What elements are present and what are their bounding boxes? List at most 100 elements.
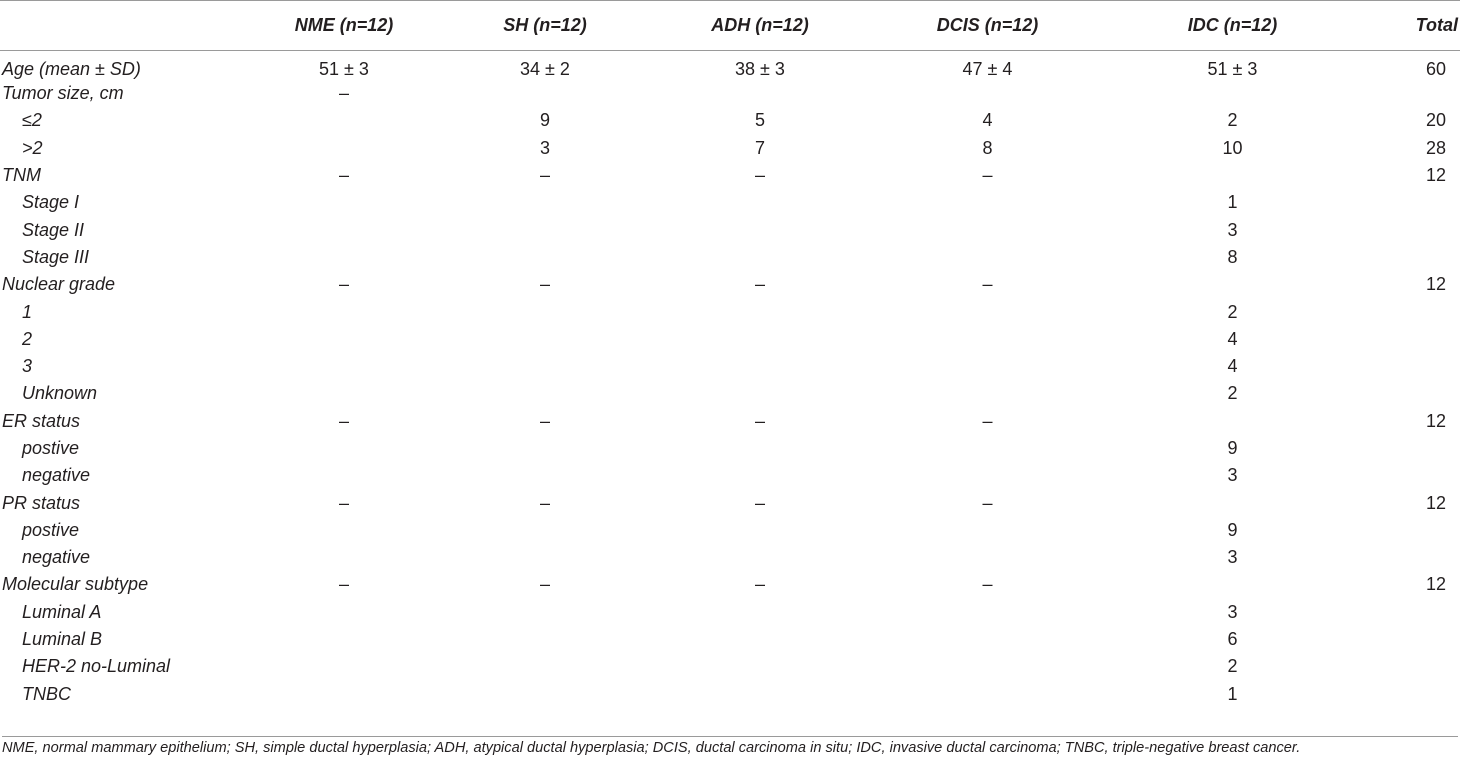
cell-adh: [660, 544, 860, 571]
table-row: Nuclear grade – – – – 12: [0, 271, 1460, 298]
row-label: TNBC: [22, 683, 71, 704]
cell-idc: 3: [1227, 547, 1238, 568]
table-row: Molecular subtype – – – – 12: [0, 571, 1460, 598]
row-label: Luminal A: [22, 601, 102, 622]
row-label: Stage III: [22, 246, 90, 267]
cell-total: 12: [1425, 492, 1446, 513]
cell-total: [1350, 326, 1460, 353]
cell-dcis: –: [982, 574, 993, 595]
cell-dcis: 8: [982, 137, 993, 158]
cell-total: [1350, 681, 1460, 708]
cell-adh: [660, 626, 860, 653]
cell-total: [1350, 544, 1460, 571]
cell-idc: 2: [1227, 110, 1238, 131]
table-row: Stage I 1: [0, 189, 1460, 216]
cell-nme: 51 ± 3: [319, 59, 369, 79]
cell-sh: –: [539, 492, 550, 513]
cell-dcis: –: [982, 410, 993, 431]
row-label: 1: [22, 301, 33, 322]
row-label: Nuclear grade: [2, 274, 116, 295]
cell-total: [1350, 189, 1460, 216]
cell-adh: [660, 653, 860, 680]
cell-adh: 5: [754, 110, 765, 131]
cell-nme: [258, 326, 430, 353]
cell-nme: [258, 681, 430, 708]
cell-dcis: –: [982, 492, 993, 513]
cell-sh: 9: [539, 110, 550, 131]
cell-total: [1350, 216, 1460, 243]
table-row: >2 3 7 8 10 28: [0, 135, 1460, 162]
cell-dcis: [860, 216, 1115, 243]
header-cell-nme: NME (n=12): [258, 0, 430, 51]
header-row: NME (n=12) SH (n=12) ADH (n=12) DCIS (n=…: [0, 0, 1460, 51]
cell-adh: –: [754, 574, 765, 595]
cell-nme: –: [338, 492, 349, 513]
cell-nme: [258, 135, 430, 162]
table-row: TNM – – – – 12: [0, 162, 1460, 189]
cell-adh: [660, 435, 860, 462]
cell-dcis: [860, 380, 1115, 407]
cell-dcis: 47 ± 4: [962, 59, 1013, 79]
cell-adh: –: [754, 410, 765, 431]
cell-idc: 4: [1227, 356, 1238, 377]
table-row: Unknown 2: [0, 380, 1460, 407]
cell-sh: –: [539, 574, 550, 595]
cell-total: [1350, 244, 1460, 271]
cell-sh: [430, 517, 660, 544]
cell-adh: –: [754, 165, 765, 186]
cell-nme: –: [338, 410, 349, 431]
row-label: >2: [22, 137, 43, 158]
cell-dcis: [860, 435, 1115, 462]
row-label: 3: [22, 356, 33, 377]
row-label: Tumor size, cm: [2, 83, 124, 104]
cell-idc: 6: [1227, 629, 1238, 650]
cell-dcis: [860, 599, 1115, 626]
cell-sh: [430, 462, 660, 489]
row-label: ≤2: [22, 110, 42, 131]
table-row: Age (mean ± SD) 51 ± 3 34 ± 2 38 ± 3 47 ± 4 5…: [0, 51, 1460, 81]
cell-nme: [258, 216, 430, 243]
cell-dcis: [860, 80, 1115, 107]
cell-idc: 2: [1227, 656, 1238, 677]
cell-idc: 2: [1227, 301, 1238, 322]
cell-dcis: [860, 653, 1115, 680]
cell-sh: [430, 544, 660, 571]
cell-sh: [430, 298, 660, 325]
cell-dcis: –: [982, 274, 993, 295]
cell-adh: [660, 462, 860, 489]
cell-dcis: [860, 544, 1115, 571]
cell-total: [1350, 298, 1460, 325]
cell-nme: [258, 599, 430, 626]
row-label: postive: [22, 519, 80, 540]
cell-sh: [430, 681, 660, 708]
cell-sh: 3: [539, 137, 550, 158]
cell-idc: 1: [1227, 192, 1238, 213]
cell-idc: [1115, 80, 1350, 107]
cell-sh: [430, 380, 660, 407]
cell-sh: [430, 216, 660, 243]
cell-adh: [660, 326, 860, 353]
table-header: NME (n=12) SH (n=12) ADH (n=12) DCIS (n=…: [0, 0, 1460, 51]
cell-adh: –: [754, 492, 765, 513]
cell-nme: [258, 626, 430, 653]
header-cell-idc: IDC (n=12): [1115, 0, 1350, 51]
cell-total: 12: [1425, 574, 1446, 595]
table-row: Luminal A 3: [0, 599, 1460, 626]
table-row: TNBC 1: [0, 681, 1460, 708]
row-label: Age (mean ± SD): [2, 59, 141, 79]
table-row: negative 3: [0, 544, 1460, 571]
table-row: PR status – – – – 12: [0, 489, 1460, 516]
cell-total: [1350, 599, 1460, 626]
cell-idc: 51 ± 3: [1207, 59, 1258, 79]
cell-idc: 4: [1227, 328, 1238, 349]
cell-sh: –: [539, 410, 550, 431]
cell-total: [1350, 517, 1460, 544]
cell-adh: 38 ± 3: [735, 59, 785, 79]
cell-idc: [1115, 489, 1350, 516]
cell-nme: –: [338, 574, 349, 595]
cell-idc: 3: [1227, 601, 1238, 622]
cell-dcis: [860, 189, 1115, 216]
cell-adh: [660, 517, 860, 544]
cell-sh: [430, 244, 660, 271]
